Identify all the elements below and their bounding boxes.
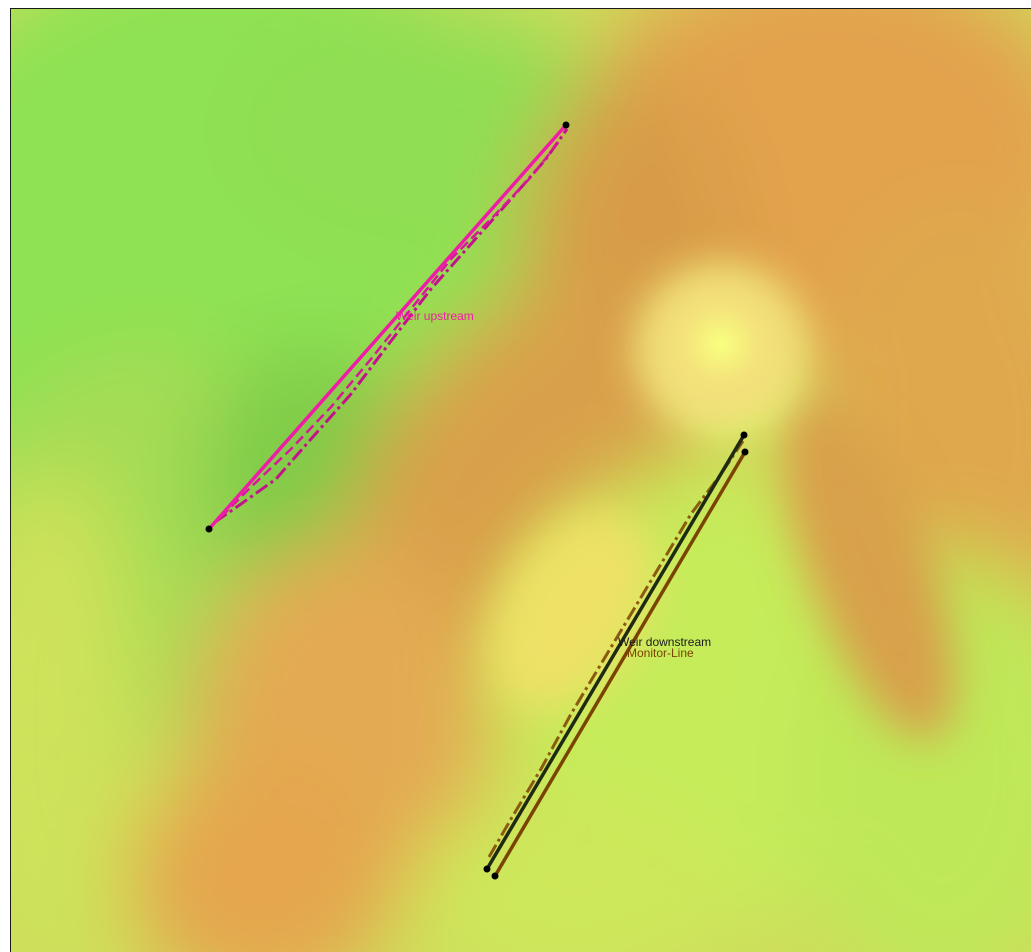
weir-downstream-water-surface <box>487 440 745 858</box>
vertex-marker[interactable] <box>483 865 491 873</box>
map-canvas[interactable]: Weir upstream Weir downstream Monitor-Li… <box>10 8 1031 952</box>
monitor-line[interactable] <box>491 448 749 880</box>
terrain-raster <box>11 9 1031 952</box>
weir-upstream-water-surface <box>214 128 569 524</box>
weir-downstream-label: Weir downstream <box>618 635 711 649</box>
monitor-line-label: Monitor-Line <box>627 646 694 660</box>
vertex-marker[interactable] <box>741 448 749 456</box>
weir-upstream-line[interactable]: Weir upstream <box>205 121 570 533</box>
vertex-marker[interactable] <box>740 431 748 439</box>
monitor-line-path <box>493 451 747 877</box>
vertex-marker[interactable] <box>205 525 213 533</box>
terrain-map[interactable]: Weir upstream Weir downstream Monitor-Li… <box>11 9 1031 952</box>
weir-upstream-centerline <box>207 123 568 531</box>
weir-upstream-label: Weir upstream <box>396 309 474 323</box>
weir-downstream-line[interactable]: Weir downstream <box>483 431 748 873</box>
vertex-marker[interactable] <box>562 121 570 129</box>
weir-downstream-centerline <box>485 434 746 870</box>
vertex-marker[interactable] <box>491 872 499 880</box>
